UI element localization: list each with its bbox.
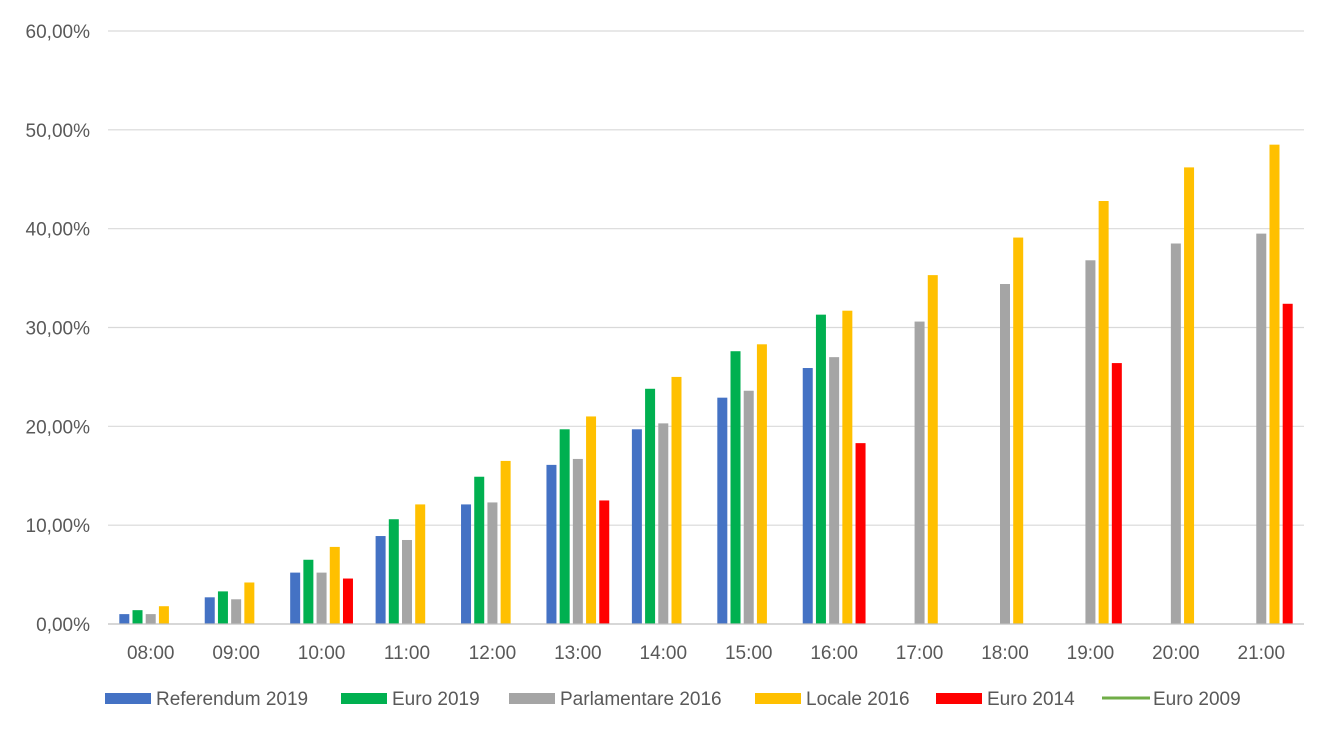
bar-euro-2014-1600 <box>855 443 866 624</box>
x-tick-label: 14:00 <box>640 643 688 664</box>
legend-swatch <box>936 693 982 704</box>
legend-label: Locale 2016 <box>806 689 910 710</box>
legend-swatch <box>105 693 151 704</box>
bar-parlamentare-2016-1400 <box>658 423 669 624</box>
legend-label: Euro 2019 <box>392 689 480 710</box>
bar-parlamentare-2016-0800 <box>145 614 156 624</box>
x-tick-label: 11:00 <box>384 643 430 664</box>
y-tick-label: 40,00% <box>26 220 91 241</box>
bar-locale-2016-1800 <box>1013 237 1024 625</box>
bar-referendum-2019-1000 <box>290 572 301 624</box>
x-tick-label: 18:00 <box>981 643 1029 664</box>
y-tick-label: 30,00% <box>26 319 91 340</box>
x-tick-label: 15:00 <box>725 643 773 664</box>
legend-swatch <box>755 693 801 704</box>
legend-item-referendum-2019: Referendum 2019 <box>105 689 308 710</box>
bar-euro-2019-1200 <box>474 476 485 624</box>
x-tick-label: 16:00 <box>810 643 858 664</box>
legend-label: Parlamentare 2016 <box>560 689 722 710</box>
bar-parlamentare-2016-1200 <box>487 502 498 624</box>
bar-referendum-2019-1200 <box>461 504 472 624</box>
y-tick-label: 60,00% <box>26 22 91 43</box>
x-tick-label: 20:00 <box>1152 643 1200 664</box>
bar-referendum-2019-1600 <box>802 368 813 624</box>
legend-swatch <box>341 693 387 704</box>
x-tick-label: 21:00 <box>1238 643 1286 664</box>
bar-locale-2016-1500 <box>756 344 767 624</box>
bar-parlamentare-2016-0900 <box>231 599 242 624</box>
bar-referendum-2019-1100 <box>375 536 386 624</box>
bar-referendum-2019-1300 <box>546 464 557 624</box>
bar-locale-2016-2000 <box>1184 167 1195 624</box>
bar-locale-2016-1400 <box>671 376 682 624</box>
bar-euro-2019-0800 <box>132 610 143 624</box>
bar-locale-2016-1700 <box>927 275 938 624</box>
bar-euro-2014-1000 <box>342 578 353 624</box>
x-tick-label: 12:00 <box>469 643 517 664</box>
legend-item-parlamentare-2016: Parlamentare 2016 <box>509 689 722 710</box>
bar-locale-2016-1100 <box>415 504 426 624</box>
legend-item-euro-2009: Euro 2009 <box>1102 689 1241 710</box>
x-tick-label: 10:00 <box>298 643 346 664</box>
bar-parlamentare-2016-1900 <box>1085 260 1096 624</box>
bar-locale-2016-1900 <box>1098 200 1109 624</box>
y-tick-label: 10,00% <box>26 516 91 537</box>
bar-locale-2016-2100 <box>1269 144 1280 625</box>
bar-euro-2019-1000 <box>303 559 314 624</box>
bar-referendum-2019-0800 <box>119 614 130 624</box>
y-axis-ticks: 0,00% 10,00% 20,00% 30,00% 40,00% 50,00% 60,00… <box>26 22 91 636</box>
bar-euro-2014-1900 <box>1111 363 1122 624</box>
bar-locale-2016-1600 <box>842 310 853 624</box>
bar-referendum-2019-1500 <box>717 397 728 624</box>
bar-locale-2016-1200 <box>500 460 511 624</box>
x-tick-label: 13:00 <box>554 643 602 664</box>
x-axis-ticks: 08:00 09:00 10:00 11:00 12:00 13:00 14:00 15:00… <box>127 643 1285 664</box>
bar-locale-2016-0800 <box>158 606 169 624</box>
bar-parlamentare-2016-1600 <box>829 357 840 624</box>
bar-referendum-2019-0900 <box>204 597 215 624</box>
bar-parlamentare-2016-2100 <box>1256 233 1267 624</box>
bar-euro-2019-0900 <box>217 591 228 624</box>
legend-label: Euro 2009 <box>1153 689 1241 710</box>
bar-parlamentare-2016-1000 <box>316 572 327 624</box>
x-tick-label: 19:00 <box>1067 643 1115 664</box>
x-tick-label: 09:00 <box>212 643 260 664</box>
bar-parlamentare-2016-1100 <box>402 539 412 624</box>
legend-swatch <box>509 693 555 704</box>
bar-euro-2019-1300 <box>559 429 570 624</box>
bar-parlamentare-2016-1500 <box>743 390 754 624</box>
bar-locale-2016-1300 <box>586 416 597 624</box>
bars <box>119 144 1293 625</box>
bar-referendum-2019-1400 <box>631 429 642 624</box>
bar-parlamentare-2016-1300 <box>572 458 583 624</box>
x-tick-label: 17:00 <box>896 643 944 664</box>
legend-item-euro-2014: Euro 2014 <box>936 689 1075 710</box>
legend-item-locale-2016: Locale 2016 <box>755 689 910 710</box>
bar-euro-2019-1600 <box>815 314 826 624</box>
gridlines <box>108 30 1304 526</box>
bar-locale-2016-0900 <box>244 582 255 624</box>
legend-label: Referendum 2019 <box>156 689 308 710</box>
bar-euro-2014-2100 <box>1282 303 1293 624</box>
legend-item-euro-2019: Euro 2019 <box>341 689 480 710</box>
bar-euro-2019-1100 <box>388 519 399 624</box>
bar-parlamentare-2016-1800 <box>1000 284 1010 624</box>
y-tick-label: 50,00% <box>26 121 91 142</box>
legend-label: Euro 2014 <box>987 689 1075 710</box>
y-tick-label: 20,00% <box>26 417 91 438</box>
x-tick-label: 08:00 <box>127 643 175 664</box>
y-tick-label: 0,00% <box>36 615 90 636</box>
bar-parlamentare-2016-2000 <box>1170 243 1181 624</box>
bar-euro-2019-1500 <box>730 351 741 624</box>
bar-euro-2019-1400 <box>645 388 656 624</box>
bar-euro-2014-1300 <box>599 500 610 624</box>
legend: Referendum 2019 Euro 2019 Parlamentare 201… <box>105 689 1241 710</box>
bar-locale-2016-1000 <box>329 546 340 624</box>
bar-parlamentare-2016-1700 <box>914 321 925 624</box>
